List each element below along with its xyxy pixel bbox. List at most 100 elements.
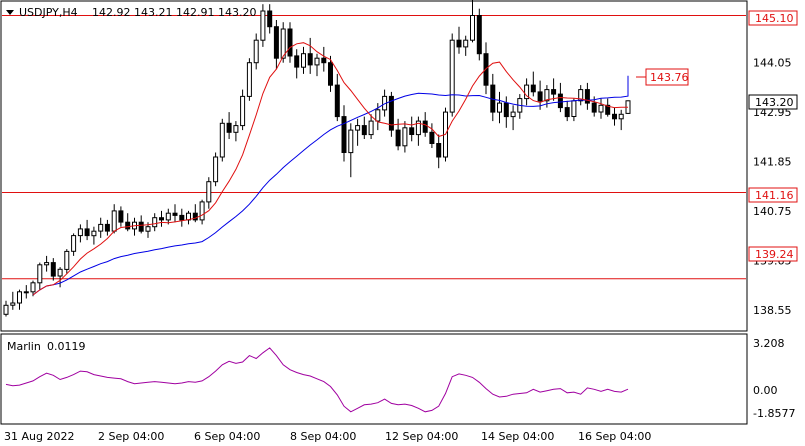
bull-candle[interactable] — [368, 120, 374, 136]
bull-candle[interactable] — [544, 89, 550, 102]
bear-candle[interactable] — [226, 122, 232, 133]
bear-candle[interactable] — [341, 116, 347, 153]
bull-candle[interactable] — [240, 95, 246, 127]
symbol-menu-triangle-icon[interactable] — [6, 10, 14, 15]
bull-candle[interactable] — [219, 122, 225, 158]
bull-candle[interactable] — [598, 104, 604, 113]
bear-candle[interactable] — [409, 127, 415, 136]
symbol-timeframe: USDJPY,H4 — [19, 6, 78, 19]
bull-candle[interactable] — [253, 39, 259, 64]
bull-candle[interactable] — [23, 291, 29, 294]
bull-candle[interactable] — [348, 129, 354, 154]
bull-candle[interactable] — [233, 125, 239, 133]
time-tick: 31 Aug 2022 — [4, 430, 74, 443]
slow-ma-tag-text: 143.76 — [650, 71, 689, 84]
bear-candle[interactable] — [287, 28, 293, 57]
time-tick: 8 Sep 04:00 — [290, 430, 356, 443]
bull-candle[interactable] — [246, 62, 252, 97]
bull-candle[interactable] — [470, 15, 475, 41]
bull-candle[interactable] — [91, 230, 97, 237]
bull-candle[interactable] — [618, 113, 624, 120]
bear-candle[interactable] — [125, 221, 131, 230]
bear-candle[interactable] — [267, 10, 273, 28]
bear-candle[interactable] — [104, 223, 110, 232]
bear-candle[interactable] — [172, 212, 178, 216]
bear-candle[interactable] — [307, 53, 313, 66]
bear-candle[interactable] — [503, 102, 509, 118]
bull-candle[interactable] — [206, 181, 212, 203]
bull-candle[interactable] — [375, 109, 381, 122]
bear-candle[interactable] — [605, 104, 611, 115]
bear-candle[interactable] — [321, 57, 327, 64]
indicator-axis[interactable]: 3.208 0.00 -1.8577 — [753, 337, 795, 420]
bear-candle[interactable] — [294, 55, 300, 68]
bear-candle[interactable] — [159, 217, 164, 221]
bull-candle[interactable] — [71, 235, 77, 252]
bear-candle[interactable] — [476, 15, 482, 55]
bear-candle[interactable] — [50, 262, 56, 277]
bull-candle[interactable] — [510, 111, 516, 118]
bear-candle[interactable] — [138, 221, 144, 232]
bear-candle[interactable] — [537, 91, 543, 102]
bull-candle[interactable] — [57, 268, 63, 277]
bear-candle[interactable] — [84, 228, 90, 237]
bull-candle[interactable] — [260, 10, 266, 41]
price-tag-139: 139.24 — [748, 246, 798, 262]
bull-candle[interactable] — [152, 217, 158, 228]
bear-candle[interactable] — [273, 26, 279, 59]
bull-candle[interactable] — [571, 100, 577, 118]
bear-candle[interactable] — [361, 125, 367, 136]
bull-candle[interactable] — [199, 201, 205, 221]
bull-candle[interactable] — [17, 291, 22, 304]
bull-candle[interactable] — [355, 125, 361, 131]
time-axis[interactable]: 31 Aug 2022 2 Sep 04:00 6 Sep 04:00 8 Se… — [4, 430, 651, 443]
bear-candle[interactable] — [179, 214, 185, 221]
bear-candle[interactable] — [388, 95, 394, 131]
bear-candle[interactable] — [395, 129, 401, 147]
bear-candle[interactable] — [192, 212, 198, 221]
bear-candle[interactable] — [530, 84, 536, 93]
bull-candle[interactable] — [301, 53, 306, 68]
bear-candle[interactable] — [551, 89, 557, 95]
bull-candle[interactable] — [449, 39, 455, 113]
price-tag-145: 145.10 — [748, 10, 798, 26]
bear-candle[interactable] — [429, 131, 435, 145]
bull-candle[interactable] — [314, 57, 320, 66]
bear-candle[interactable] — [584, 89, 590, 104]
bull-candle[interactable] — [10, 302, 16, 306]
bull-candle[interactable] — [111, 210, 117, 232]
bear-candle[interactable] — [612, 113, 617, 120]
bull-candle[interactable] — [37, 264, 43, 284]
bull-candle[interactable] — [578, 89, 584, 102]
bull-candle[interactable] — [98, 223, 104, 232]
main-chart-frame[interactable] — [0, 0, 748, 332]
bull-candle[interactable] — [165, 212, 171, 221]
bull-candle[interactable] — [77, 228, 83, 237]
indicator-tick: 3.208 — [753, 337, 785, 350]
bull-candle[interactable] — [524, 84, 530, 100]
bear-candle[interactable] — [436, 143, 442, 158]
bear-candle[interactable] — [422, 120, 428, 133]
bull-candle[interactable] — [30, 282, 36, 293]
time-tick: 14 Sep 04:00 — [481, 430, 554, 443]
bear-candle[interactable] — [328, 62, 333, 86]
bull-candle[interactable] — [402, 127, 408, 147]
bull-candle[interactable] — [497, 102, 502, 113]
bear-candle[interactable] — [334, 84, 340, 118]
bull-candle[interactable] — [64, 250, 70, 270]
bear-candle[interactable] — [557, 93, 563, 109]
bull-candle[interactable] — [44, 262, 50, 266]
bull-candle[interactable] — [415, 120, 421, 136]
bull-candle[interactable] — [280, 28, 286, 59]
bear-candle[interactable] — [564, 107, 570, 118]
indicator-window-frame[interactable] — [0, 333, 748, 425]
bull-candle[interactable] — [3, 304, 9, 315]
current-price-text: 143.20 — [755, 96, 794, 109]
bull-candle[interactable] — [145, 226, 151, 232]
bull-candle[interactable] — [463, 39, 469, 48]
bear-candle[interactable] — [118, 210, 124, 223]
bear-candle[interactable] — [591, 102, 597, 113]
bear-candle[interactable] — [456, 39, 462, 48]
bull-candle[interactable] — [213, 156, 219, 183]
